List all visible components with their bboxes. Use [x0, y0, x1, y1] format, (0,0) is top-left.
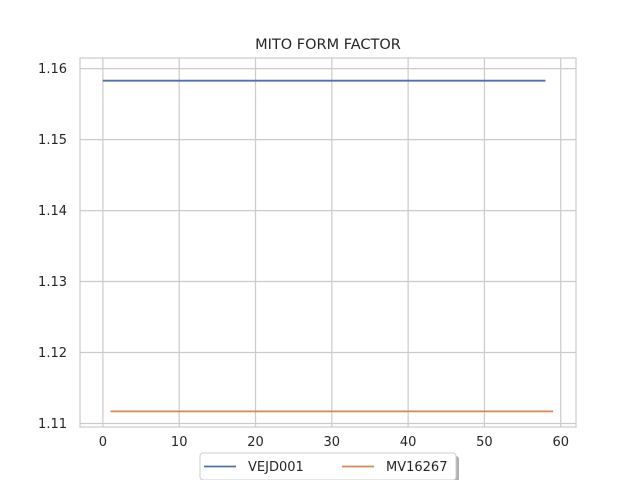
legend-label-vejd001: VEJD001	[248, 460, 304, 475]
x-tick-label: 20	[247, 435, 264, 450]
legend-label-mv16267: MV16267	[386, 460, 447, 475]
y-axis-tick-labels: 1.11 1.12 1.13 1.14 1.15 1.16	[38, 62, 67, 432]
x-tick-label: 10	[171, 435, 188, 450]
legend: VEJD001 MV16267	[199, 452, 459, 480]
grid	[80, 58, 576, 427]
y-tick-label: 1.16	[38, 62, 67, 77]
x-tick-label: 30	[324, 435, 341, 450]
x-tick-label: 40	[400, 435, 417, 450]
y-tick-label: 1.14	[38, 204, 67, 219]
x-tick-label: 0	[99, 435, 107, 450]
y-tick-label: 1.12	[38, 346, 67, 361]
y-tick-label: 1.15	[38, 133, 67, 148]
y-tick-label: 1.11	[38, 417, 67, 432]
x-axis-tick-labels: 0 10 20 30 40 50 60	[99, 435, 569, 450]
x-tick-label: 50	[476, 435, 493, 450]
legend-box	[199, 452, 457, 480]
y-tick-label: 1.13	[38, 275, 67, 290]
series-lines	[102, 79, 554, 413]
plot-frame	[79, 57, 577, 428]
x-tick-label: 60	[552, 435, 569, 450]
chart-title: MITO FORM FACTOR	[255, 37, 401, 53]
